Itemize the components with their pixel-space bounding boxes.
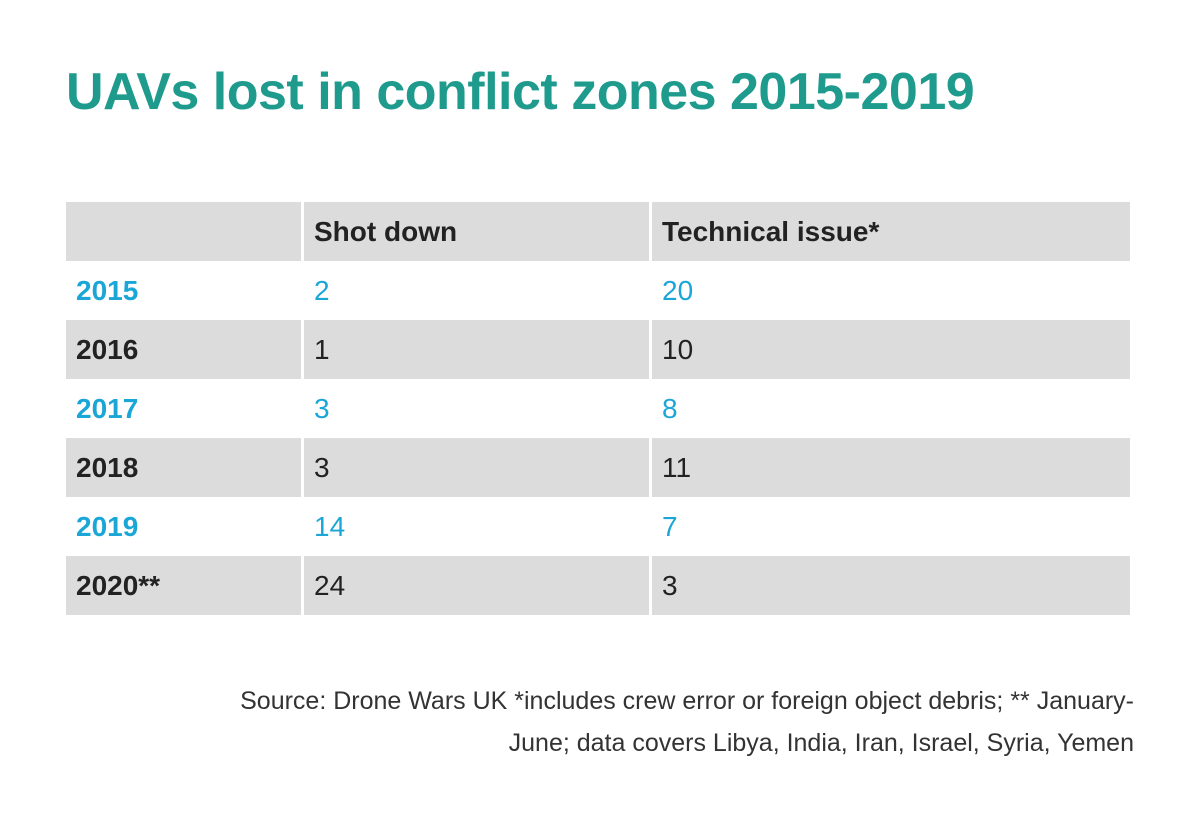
- table-row: 2015 2 20: [66, 261, 1130, 320]
- technical-issue-cell: 3: [652, 556, 1130, 615]
- table-row: 2018 3 11: [66, 438, 1130, 497]
- year-cell: 2019: [66, 497, 304, 556]
- source-note: Source: Drone Wars UK *includes crew err…: [94, 680, 1134, 764]
- shot-down-cell: 3: [304, 438, 652, 497]
- technical-issue-cell: 8: [652, 379, 1130, 438]
- technical-issue-cell: 7: [652, 497, 1130, 556]
- table-header-row: Shot down Technical issue*: [66, 202, 1130, 261]
- technical-issue-cell: 11: [652, 438, 1130, 497]
- year-cell: 2017: [66, 379, 304, 438]
- uav-losses-table: Shot down Technical issue* 2015 2 20 201…: [66, 202, 1130, 615]
- table-row: 2016 1 10: [66, 320, 1130, 379]
- shot-down-cell: 24: [304, 556, 652, 615]
- table-row: 2020** 24 3: [66, 556, 1130, 615]
- source-line-1: Source: Drone Wars UK *includes crew err…: [240, 687, 1134, 715]
- table-row: 2019 14 7: [66, 497, 1130, 556]
- chart-title: UAVs lost in conflict zones 2015-2019: [66, 63, 975, 121]
- technical-issue-cell: 20: [652, 261, 1130, 320]
- shot-down-cell: 14: [304, 497, 652, 556]
- year-cell: 2018: [66, 438, 304, 497]
- year-cell: 2020**: [66, 556, 304, 615]
- shot-down-cell: 1: [304, 320, 652, 379]
- table-row: 2017 3 8: [66, 379, 1130, 438]
- shot-down-cell: 3: [304, 379, 652, 438]
- shot-down-cell: 2: [304, 261, 652, 320]
- header-technical-issue: Technical issue*: [652, 202, 1130, 261]
- source-line-2: June; data covers Libya, India, Iran, Is…: [508, 729, 1134, 757]
- year-cell: 2015: [66, 261, 304, 320]
- technical-issue-cell: 10: [652, 320, 1130, 379]
- year-cell: 2016: [66, 320, 304, 379]
- header-shot-down: Shot down: [304, 202, 652, 261]
- header-year: [66, 202, 304, 261]
